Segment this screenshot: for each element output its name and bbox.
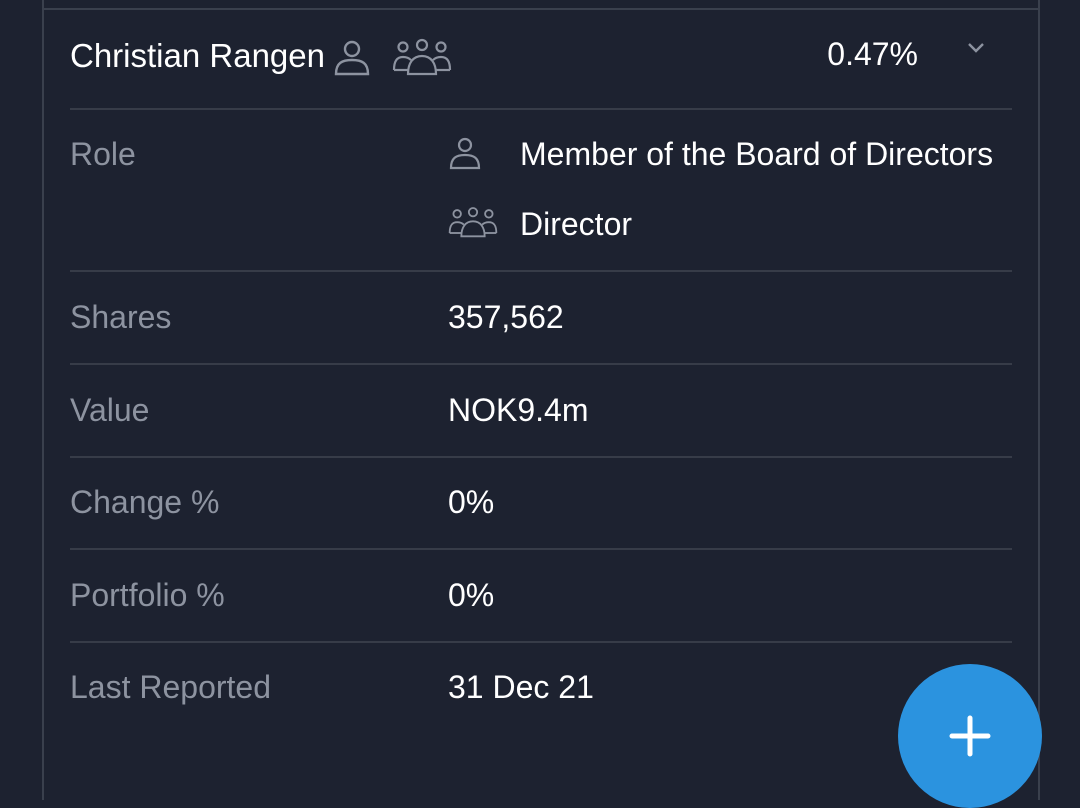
insider-header[interactable]: Christian Rangen 0.47%	[70, 10, 1012, 110]
role-text: Director	[520, 206, 633, 242]
last-reported-label: Last Reported	[70, 669, 272, 705]
group-icon	[392, 38, 452, 83]
change-pct-label: Change %	[70, 484, 220, 520]
portfolio-pct-row: Portfolio % 0%	[70, 550, 1012, 643]
value-amount: NOK9.4m	[448, 392, 589, 428]
shares-label: Shares	[70, 299, 172, 335]
shares-row: Shares 357,562	[70, 272, 1012, 365]
insider-name: Christian Rangen	[70, 37, 325, 74]
ownership-percentage: 0.47%	[827, 36, 918, 72]
role-label: Role	[70, 136, 136, 172]
change-pct-row: Change % 0%	[70, 458, 1012, 550]
group-icon	[448, 206, 498, 245]
value-row: Value NOK9.4m	[70, 365, 1012, 458]
chevron-down-icon[interactable]	[966, 40, 986, 59]
change-pct-value: 0%	[448, 484, 495, 520]
card-top-border	[44, 8, 1038, 10]
last-reported-value: 31 Dec 21	[448, 669, 594, 705]
plus-icon	[949, 715, 991, 757]
last-reported-row: Last Reported 31 Dec 21	[70, 643, 1012, 743]
portfolio-pct-label: Portfolio %	[70, 577, 225, 613]
person-icon	[448, 136, 482, 177]
person-icon	[332, 38, 372, 83]
insider-card: Christian Rangen 0.47%	[42, 0, 1040, 800]
portfolio-pct-value: 0%	[448, 577, 495, 613]
add-button[interactable]	[898, 664, 1042, 808]
role-text: Member of the Board of Directors	[520, 136, 994, 172]
role-row: Role Member of the Board of Directors	[70, 110, 1012, 272]
shares-value: 357,562	[448, 299, 564, 335]
value-label: Value	[70, 392, 150, 428]
